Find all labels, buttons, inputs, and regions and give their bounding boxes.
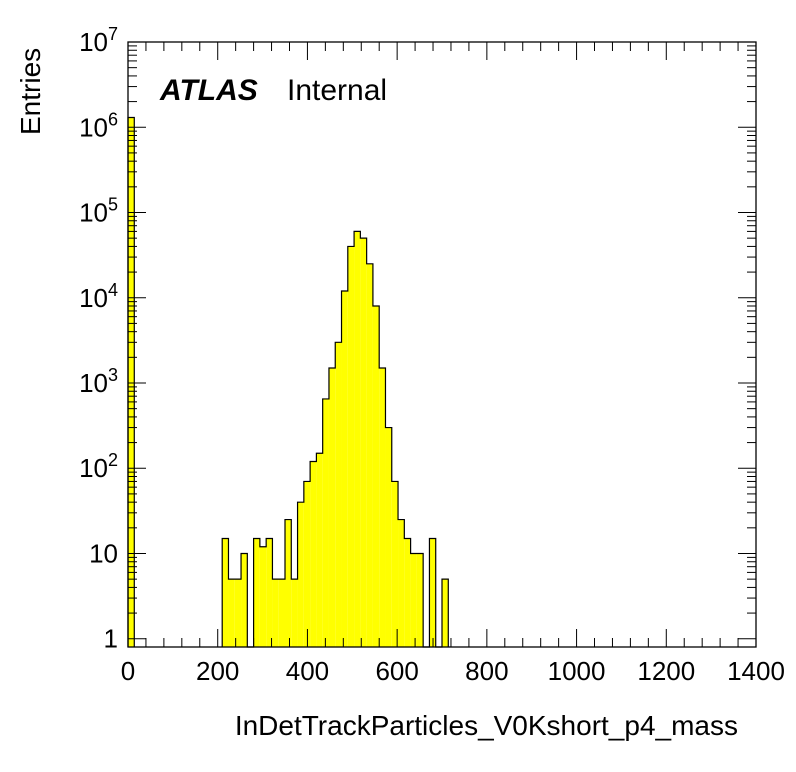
histogram-bar: [241, 553, 248, 647]
histogram-bar: [391, 481, 399, 647]
histogram-bar: [429, 538, 436, 647]
x-tick-label: 400: [286, 656, 329, 686]
histogram-bar: [234, 579, 242, 647]
histogram-bar: [398, 519, 405, 647]
histogram-bar: [128, 117, 135, 647]
y-tick-label: 1: [104, 624, 118, 654]
histogram-bar: [372, 306, 380, 647]
histogram-bar: [310, 461, 317, 647]
histogram-bar: [341, 291, 348, 647]
histogram-bar: [442, 579, 449, 647]
y-tick-label: 102: [79, 450, 118, 483]
x-tick-label: 1000: [548, 656, 606, 686]
plot-frame: [127, 41, 757, 648]
x-axis-title: InDetTrackParticles_V0Kshort_p4_mass: [235, 710, 738, 741]
histogram-bar: [416, 553, 424, 647]
histogram-bar: [385, 427, 392, 647]
x-tick-label: 800: [465, 656, 508, 686]
histogram-bars: [127, 116, 449, 648]
histogram-bar: [404, 538, 411, 647]
y-tick-label: 104: [79, 280, 118, 313]
y-tick-label: 107: [79, 24, 118, 57]
y-tick-labels: 1 10 102 103 104 105 106 107: [79, 24, 118, 654]
x-tick-label: 1400: [727, 656, 785, 686]
x-tick-labels: 0 200 400 600 800 1000 1200 1400: [121, 656, 785, 686]
histogram-bar: [228, 579, 235, 647]
histogram-bar: [366, 263, 373, 647]
y-axis-title: Entries: [15, 48, 46, 135]
histogram-bar: [316, 453, 323, 647]
histogram-bar: [291, 579, 298, 647]
axis-ticks: [127, 41, 757, 647]
histogram-bar: [278, 579, 285, 647]
histogram-bar: [222, 538, 229, 647]
internal-label: Internal: [287, 74, 387, 107]
atlas-label: ATLAS: [159, 74, 258, 107]
y-tick-label: 105: [79, 195, 118, 228]
x-tick-label: 200: [196, 656, 239, 686]
y-tick-label: 103: [79, 365, 118, 398]
histogram-bar: [410, 553, 417, 647]
x-tick-label: 0: [121, 656, 135, 686]
histogram-bar: [303, 481, 311, 647]
y-tick-label: 106: [79, 109, 118, 142]
histogram-bar: [297, 502, 304, 647]
histogram-bar: [335, 342, 342, 647]
y-tick-label: 10: [89, 538, 118, 568]
histogram-bar: [266, 538, 273, 647]
histogram-bar: [285, 519, 292, 647]
histogram-bar: [259, 546, 267, 647]
histogram-bar: [354, 231, 361, 647]
histogram-bar: [253, 538, 260, 647]
histogram-bar: [328, 367, 336, 647]
histogram-bar: [322, 398, 329, 647]
histogram-bar: [347, 246, 355, 648]
histogram-bar: [379, 367, 386, 647]
x-tick-label: 1200: [637, 656, 695, 686]
histogram-bar: [360, 238, 367, 647]
x-tick-label: 600: [375, 656, 418, 686]
histogram-bar: [272, 579, 279, 647]
